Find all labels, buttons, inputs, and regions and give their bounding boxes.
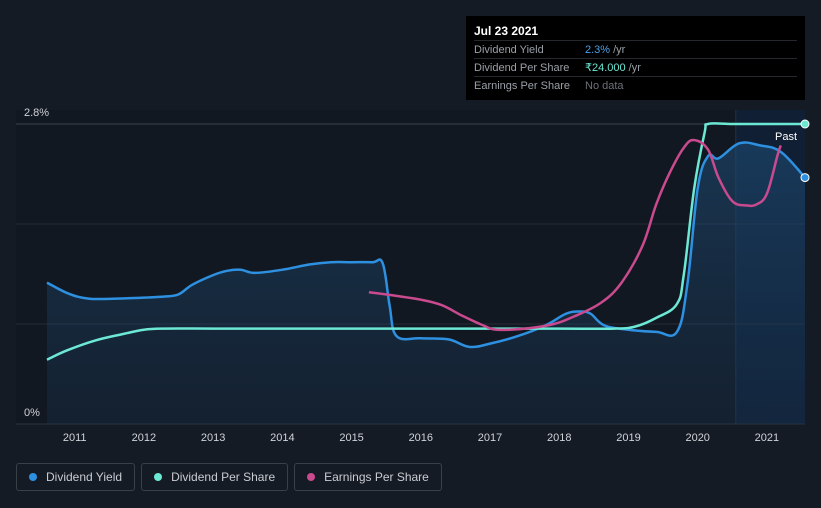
x-tick-label: 2016 <box>409 432 433 444</box>
earnings-per-share-dot-icon <box>307 473 316 481</box>
dividend-yield-line <box>46 141 806 349</box>
dividend-yield-area <box>47 142 805 425</box>
tooltip-row-dividend-yield: Dividend Yield 2.3% /yr <box>474 40 797 58</box>
x-tick-label: 2015 <box>339 432 363 444</box>
x-tick-label: 2018 <box>547 432 571 444</box>
tooltip-row-dividend-per-share: Dividend Per Share ₹24.000 /yr <box>474 58 797 76</box>
tooltip-value: ₹24.000 <box>585 62 626 74</box>
legend-label: Dividend Yield <box>46 470 123 484</box>
x-tick-label: 2021 <box>755 432 779 444</box>
tooltip-row-earnings-per-share: Earnings Per Share No data <box>474 76 797 94</box>
earnings-per-share-line <box>368 138 782 332</box>
x-tick-label: 2012 <box>132 432 156 444</box>
chart-legend: Dividend Yield Dividend Per Share Earnin… <box>16 463 442 491</box>
dividend-per-share-end-marker[interactable] <box>800 119 810 129</box>
legend-label: Earnings Per Share <box>324 470 429 484</box>
y-axis-min-label: 0% <box>24 407 40 419</box>
tooltip-label: Dividend Yield <box>474 43 544 56</box>
x-tick-label: 2014 <box>270 432 294 444</box>
dividend-yield-end-marker[interactable] <box>800 173 810 183</box>
dividend-per-share-dot-icon <box>154 473 163 481</box>
tooltip-label: Earnings Per Share <box>474 79 570 92</box>
legend-label: Dividend Per Share <box>171 470 276 484</box>
x-tick-label: 2011 <box>63 432 87 444</box>
x-axis-ticks: 2011 2012 2013 2014 2015 2016 2017 2018 2019 2020… <box>63 432 779 444</box>
x-tick-label: 2020 <box>685 432 709 444</box>
x-tick-label: 2017 <box>478 432 502 444</box>
y-axis-max-label: 2.8% <box>24 107 49 119</box>
tooltip-value: 2.3% <box>585 43 611 56</box>
tooltip-unit: /yr <box>613 43 626 56</box>
x-tick-label: 2019 <box>616 432 640 444</box>
tooltip-date: Jul 23 2021 <box>474 24 539 38</box>
tooltip-label: Dividend Per Share <box>474 61 570 74</box>
legend-item-dividend-yield[interactable]: Dividend Yield <box>16 463 136 491</box>
hover-tooltip: Jul 23 2021 Dividend Yield 2.3% /yr Divi… <box>466 16 805 100</box>
past-annotation: Past <box>775 131 797 143</box>
legend-item-dividend-per-share[interactable]: Dividend Per Share <box>141 463 289 491</box>
tooltip-unit: /yr <box>628 61 641 74</box>
x-tick-label: 2013 <box>201 432 225 444</box>
dividend-per-share-line <box>46 122 805 361</box>
dividend-yield-dot-icon <box>29 473 37 481</box>
legend-item-earnings-per-share[interactable]: Earnings Per Share <box>294 463 442 491</box>
tooltip-value: No data <box>585 79 624 92</box>
